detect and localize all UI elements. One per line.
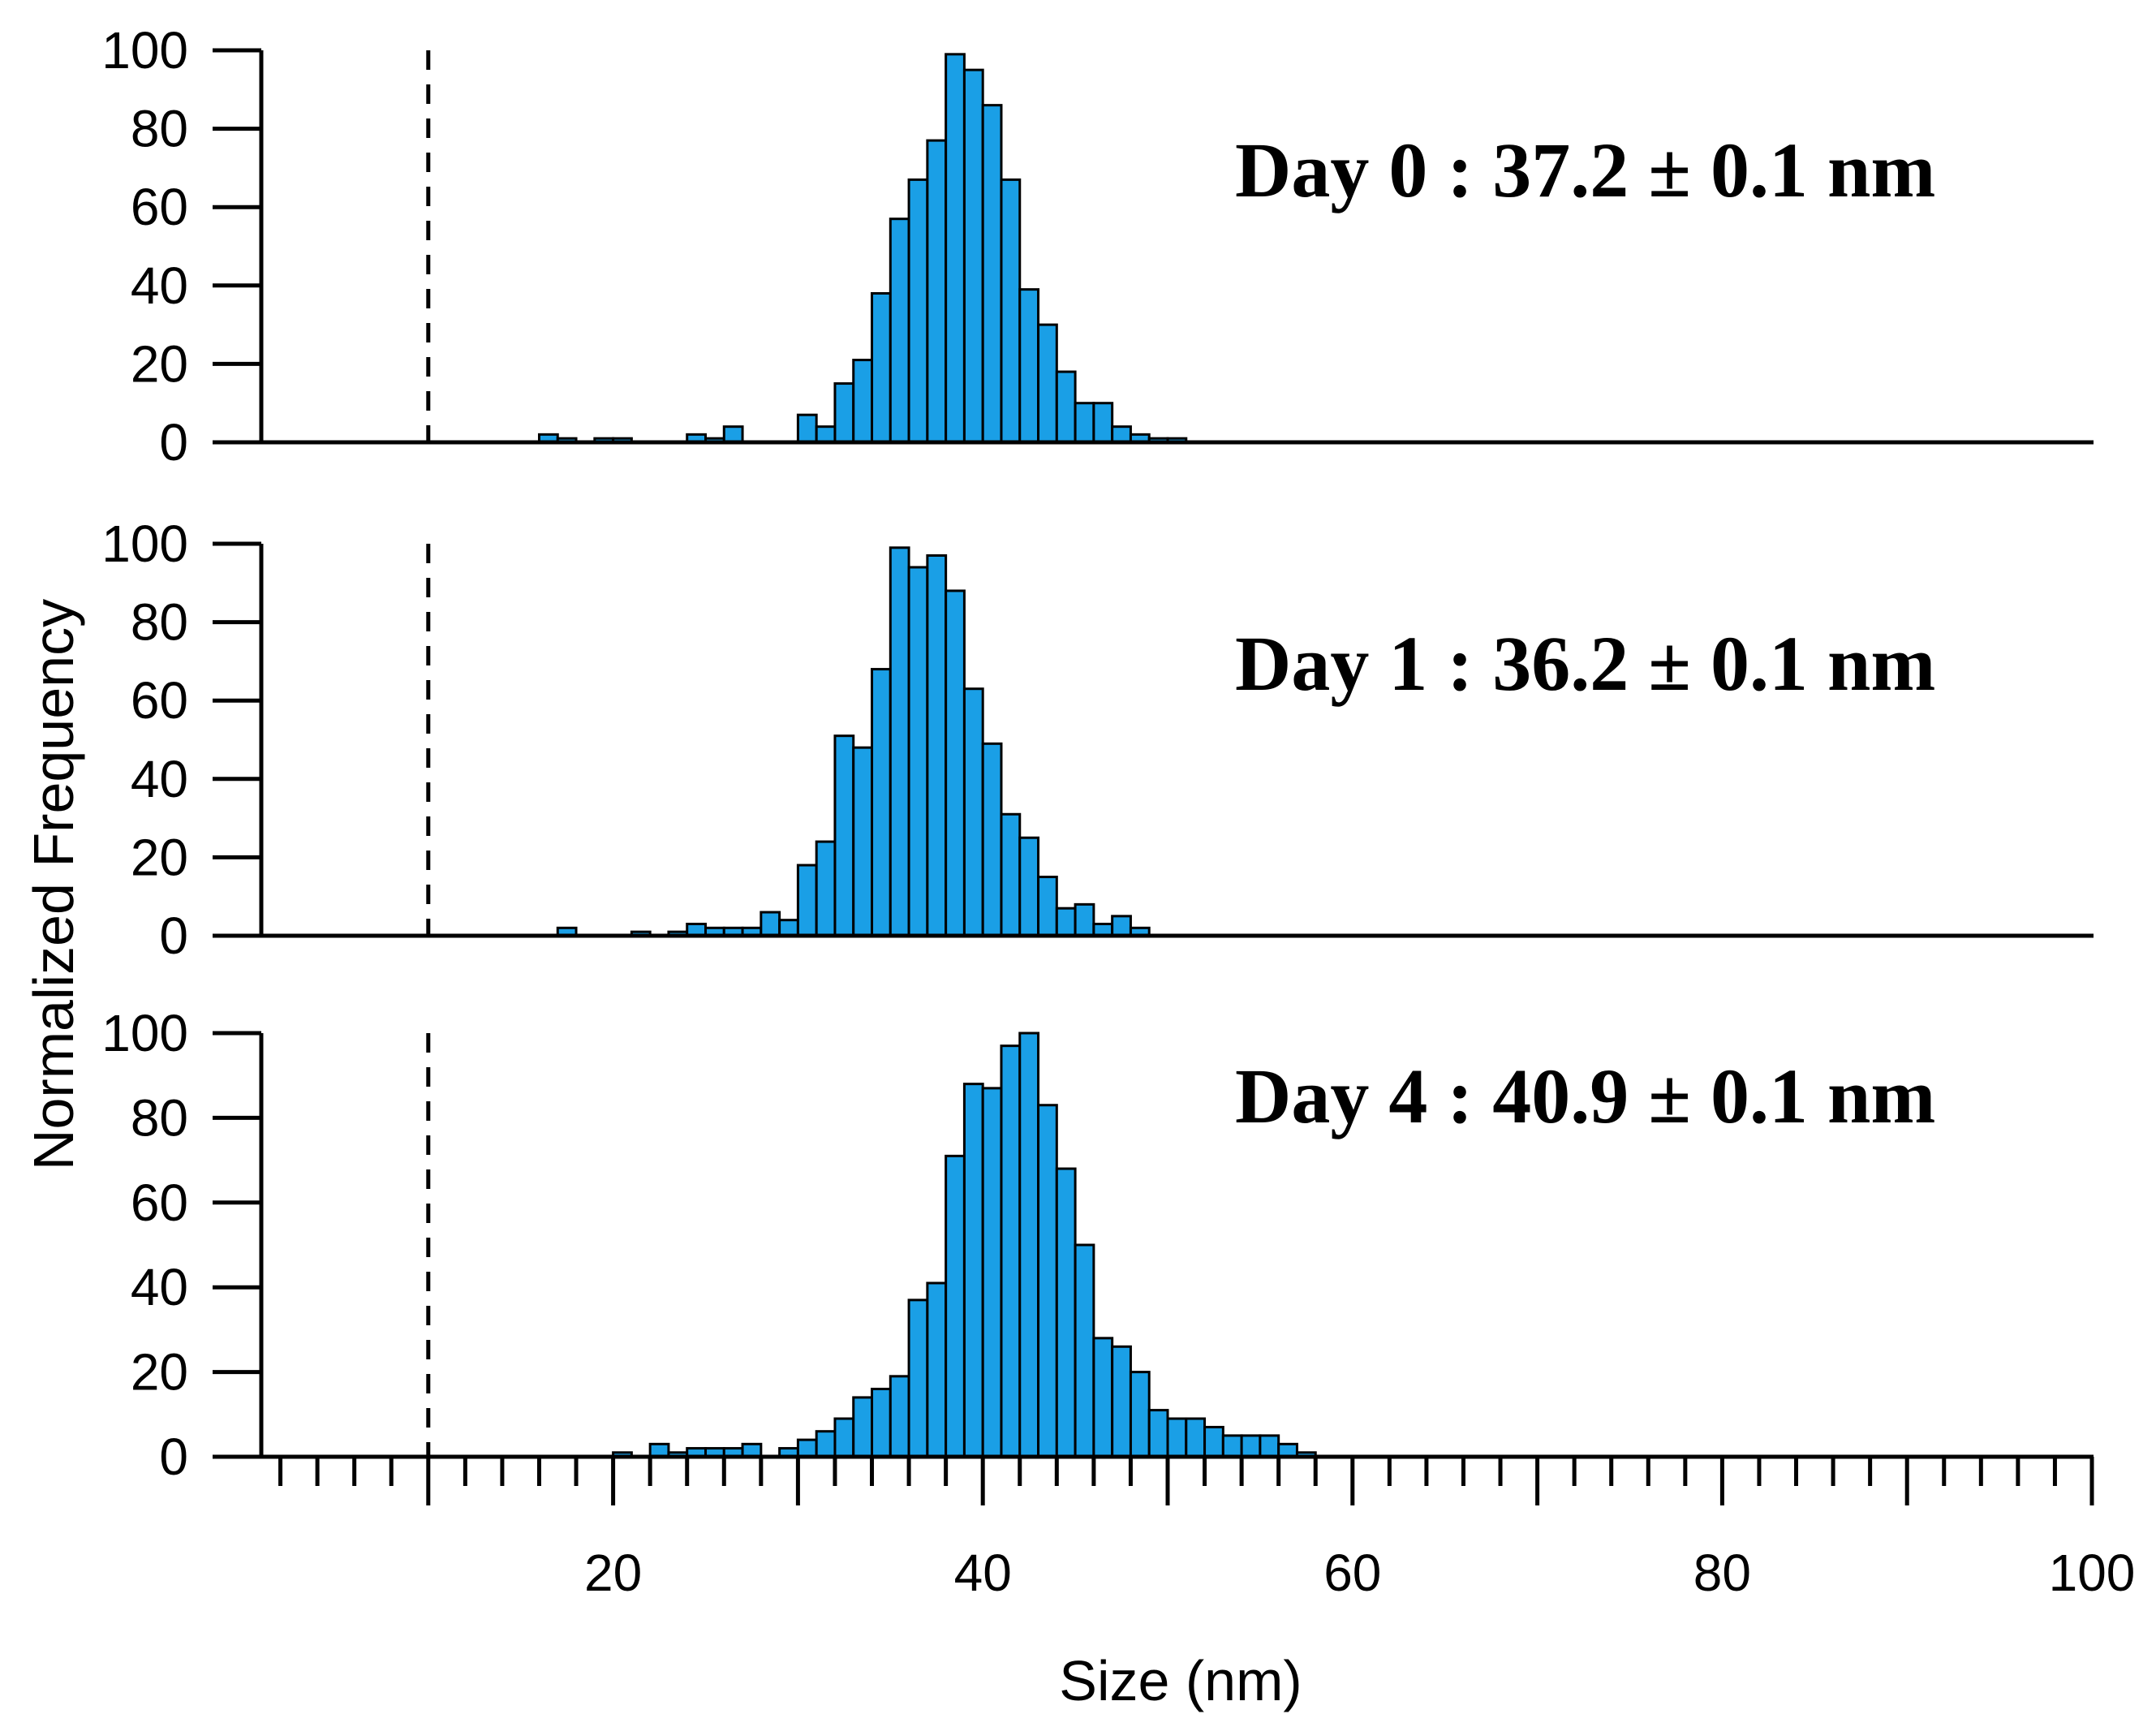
x-tick-label: 40 (954, 1544, 1012, 1602)
panels-group: 0 20 40 60 80 100 Day 0 : 37.2 ± 0.1 nm 0 20 40 60… (101, 21, 2094, 1486)
x-tick-label: 80 (1693, 1544, 1751, 1602)
histogram-bar (1203, 1425, 1224, 1458)
histogram-bar (871, 1387, 892, 1458)
histogram-bar (760, 911, 781, 937)
histogram-bar (1018, 836, 1040, 937)
histogram-bar (1055, 907, 1077, 937)
histogram-bar (778, 919, 799, 937)
histogram-bar (1018, 288, 1040, 444)
histogram-bar (815, 425, 837, 444)
histogram-bar (796, 413, 818, 444)
histogram-bar (981, 104, 1003, 444)
histogram-bar (889, 546, 910, 937)
histogram-bar (962, 68, 984, 444)
histogram-bar (945, 589, 966, 937)
histogram-bar (1185, 1417, 1207, 1458)
histogram-bar (1000, 812, 1022, 937)
histogram-bar (871, 668, 892, 937)
y-tick-label: 100 (101, 1004, 188, 1062)
histogram-bar (871, 291, 892, 444)
y-tick-label: 40 (131, 750, 188, 808)
x-tick-label: 20 (584, 1544, 642, 1602)
histogram-bar (833, 382, 855, 444)
histogram-bar (852, 359, 874, 444)
histogram-bar (852, 746, 874, 937)
x-axis: 20 40 60 80 100 (278, 1457, 2136, 1602)
y-tick-label: 60 (131, 1174, 188, 1232)
panel-annotation: Day 0 : 37.2 ± 0.1 nm (1235, 127, 1935, 213)
histogram-bar (1055, 370, 1077, 444)
histogram-bar (1240, 1434, 1262, 1458)
y-tick-label: 80 (131, 1088, 188, 1147)
x-axis-title: Size (nm) (1059, 1649, 1302, 1712)
y-tick-label: 40 (131, 256, 188, 315)
histogram-bar (1074, 402, 1095, 444)
x-tick-label: 100 (2049, 1544, 2136, 1602)
histogram-bar (926, 139, 948, 444)
histogram-bar (907, 566, 929, 937)
y-tick-label: 20 (131, 334, 188, 393)
y-tick-label: 20 (131, 1343, 188, 1402)
histogram-bar (889, 217, 910, 444)
y-tick-label: 0 (159, 413, 188, 472)
histogram-bar (945, 53, 966, 444)
histogram-bar (815, 1430, 837, 1458)
y-tick-label: 80 (131, 100, 188, 158)
histogram-bar (1166, 1417, 1188, 1458)
x-tick-label: 60 (1323, 1544, 1381, 1602)
histogram-bar (1092, 402, 1114, 444)
histogram-bar (1221, 1434, 1243, 1458)
histogram-bar (1018, 1031, 1040, 1458)
histogram-bar (1092, 1337, 1114, 1458)
histogram-bar (981, 1087, 1003, 1458)
histogram-bar (1147, 1409, 1169, 1458)
y-tick-label: 80 (131, 593, 188, 652)
panel-day-1: 0 20 40 60 80 100 Day 1 : 36.2 ± 0.1 nm (101, 515, 2094, 965)
histogram-bar (889, 1375, 910, 1458)
panel-day-4: 0 20 40 60 80 100 Day 4 : 40.9 ± 0.1 nm (101, 1004, 2094, 1486)
y-tick-label: 20 (131, 828, 188, 886)
histogram-bar (815, 840, 837, 937)
histogram-bar (833, 734, 855, 937)
histogram-bar (1074, 1243, 1095, 1458)
histogram-bar (1259, 1434, 1280, 1458)
y-tick-label: 0 (159, 907, 188, 965)
histogram-bar (926, 553, 948, 937)
histogram-bar (1074, 902, 1095, 937)
histogram-bar (945, 1154, 966, 1458)
y-tick-label: 0 (159, 1428, 188, 1486)
histogram-bar (1000, 1044, 1022, 1458)
histogram-bar (1111, 425, 1132, 444)
histogram-bar (1111, 1345, 1132, 1458)
histogram-bar (852, 1396, 874, 1458)
histogram-bar (907, 178, 929, 444)
histogram-bar (1000, 178, 1022, 444)
histogram-bar (962, 687, 984, 937)
histogram-bar (907, 1298, 929, 1458)
y-tick-label: 100 (101, 21, 188, 80)
histogram-bar (796, 864, 818, 937)
histogram-bar (981, 742, 1003, 937)
panel-annotation: Day 4 : 40.9 ± 0.1 nm (1235, 1053, 1935, 1139)
histogram-bar (796, 1438, 818, 1458)
histogram-bar (1037, 876, 1058, 937)
y-tick-label: 40 (131, 1258, 188, 1316)
panel-day-0: 0 20 40 60 80 100 Day 0 : 37.2 ± 0.1 nm (101, 21, 2094, 472)
histogram-bar (833, 1417, 855, 1458)
y-tick-label: 60 (131, 671, 188, 730)
y-tick-label: 60 (131, 178, 188, 236)
y-tick-label: 100 (101, 515, 188, 573)
histogram-bar (962, 1083, 984, 1458)
histogram-bar (1129, 1371, 1151, 1458)
histogram-bar (722, 425, 744, 444)
histogram-bar (1037, 1104, 1058, 1458)
y-axis-title: Normalized Frequency (22, 599, 85, 1170)
histogram-bar (1037, 323, 1058, 444)
panel-annotation: Day 1 : 36.2 ± 0.1 nm (1235, 620, 1935, 707)
histogram-bar (1111, 915, 1132, 937)
histogram-bar (926, 1281, 948, 1458)
histogram-bar (1055, 1167, 1077, 1458)
